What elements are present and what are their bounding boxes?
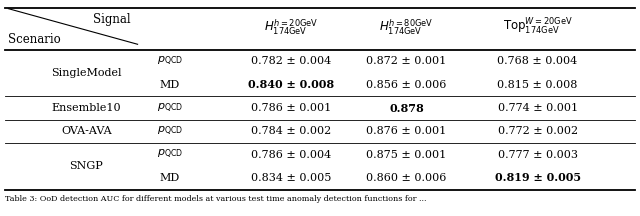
- Text: SingleModel: SingleModel: [51, 68, 122, 78]
- Text: 0.815 ± 0.008: 0.815 ± 0.008: [497, 80, 578, 90]
- Text: 0.772 ± 0.002: 0.772 ± 0.002: [497, 126, 578, 136]
- Text: Signal: Signal: [93, 13, 131, 26]
- Text: Scenario: Scenario: [8, 33, 61, 46]
- Text: $H_{174\mathrm{GeV}}^{h=80\mathrm{GeV}}$: $H_{174\mathrm{GeV}}^{h=80\mathrm{GeV}}$: [379, 17, 434, 37]
- Text: 0.768 ± 0.004: 0.768 ± 0.004: [497, 56, 578, 66]
- Text: 0.774 ± 0.001: 0.774 ± 0.001: [497, 103, 578, 113]
- Text: Ensemble10: Ensemble10: [52, 103, 121, 113]
- Text: $p_{\mathrm{QCD}}$: $p_{\mathrm{QCD}}$: [157, 125, 182, 138]
- Text: 0.782 ± 0.004: 0.782 ± 0.004: [251, 56, 332, 66]
- Text: 0.878: 0.878: [389, 103, 424, 113]
- Text: 0.872 ± 0.001: 0.872 ± 0.001: [366, 56, 447, 66]
- Text: $H_{174\mathrm{GeV}}^{h=20\mathrm{GeV}}$: $H_{174\mathrm{GeV}}^{h=20\mathrm{GeV}}$: [264, 17, 319, 37]
- Text: 0.777 ± 0.003: 0.777 ± 0.003: [498, 150, 578, 160]
- Text: $p_{\mathrm{QCD}}$: $p_{\mathrm{QCD}}$: [157, 55, 182, 68]
- Text: 0.860 ± 0.006: 0.860 ± 0.006: [366, 173, 447, 183]
- Text: 0.875 ± 0.001: 0.875 ± 0.001: [366, 150, 447, 160]
- Text: 0.786 ± 0.001: 0.786 ± 0.001: [251, 103, 332, 113]
- Text: $\mathrm{Top}_{174\mathrm{GeV}}^{W=20\mathrm{GeV}}$: $\mathrm{Top}_{174\mathrm{GeV}}^{W=20\ma…: [503, 17, 572, 37]
- Text: 0.840 ± 0.008: 0.840 ± 0.008: [248, 79, 334, 90]
- Text: SNGP: SNGP: [70, 161, 103, 171]
- Text: $p_{\mathrm{QCD}}$: $p_{\mathrm{QCD}}$: [157, 148, 182, 161]
- Text: MD: MD: [159, 80, 180, 90]
- Text: $p_{\mathrm{QCD}}$: $p_{\mathrm{QCD}}$: [157, 102, 182, 114]
- Text: MD: MD: [159, 173, 180, 183]
- Text: 0.876 ± 0.001: 0.876 ± 0.001: [366, 126, 447, 136]
- Text: OVA-AVA: OVA-AVA: [61, 126, 112, 136]
- Text: 0.819 ± 0.005: 0.819 ± 0.005: [495, 173, 580, 183]
- Text: 0.786 ± 0.004: 0.786 ± 0.004: [251, 150, 332, 160]
- Text: Table 3: OoD detection AUC for different models at various test time anomaly det: Table 3: OoD detection AUC for different…: [5, 195, 427, 203]
- Text: 0.784 ± 0.002: 0.784 ± 0.002: [251, 126, 332, 136]
- Text: 0.856 ± 0.006: 0.856 ± 0.006: [366, 80, 447, 90]
- Text: 0.834 ± 0.005: 0.834 ± 0.005: [251, 173, 332, 183]
